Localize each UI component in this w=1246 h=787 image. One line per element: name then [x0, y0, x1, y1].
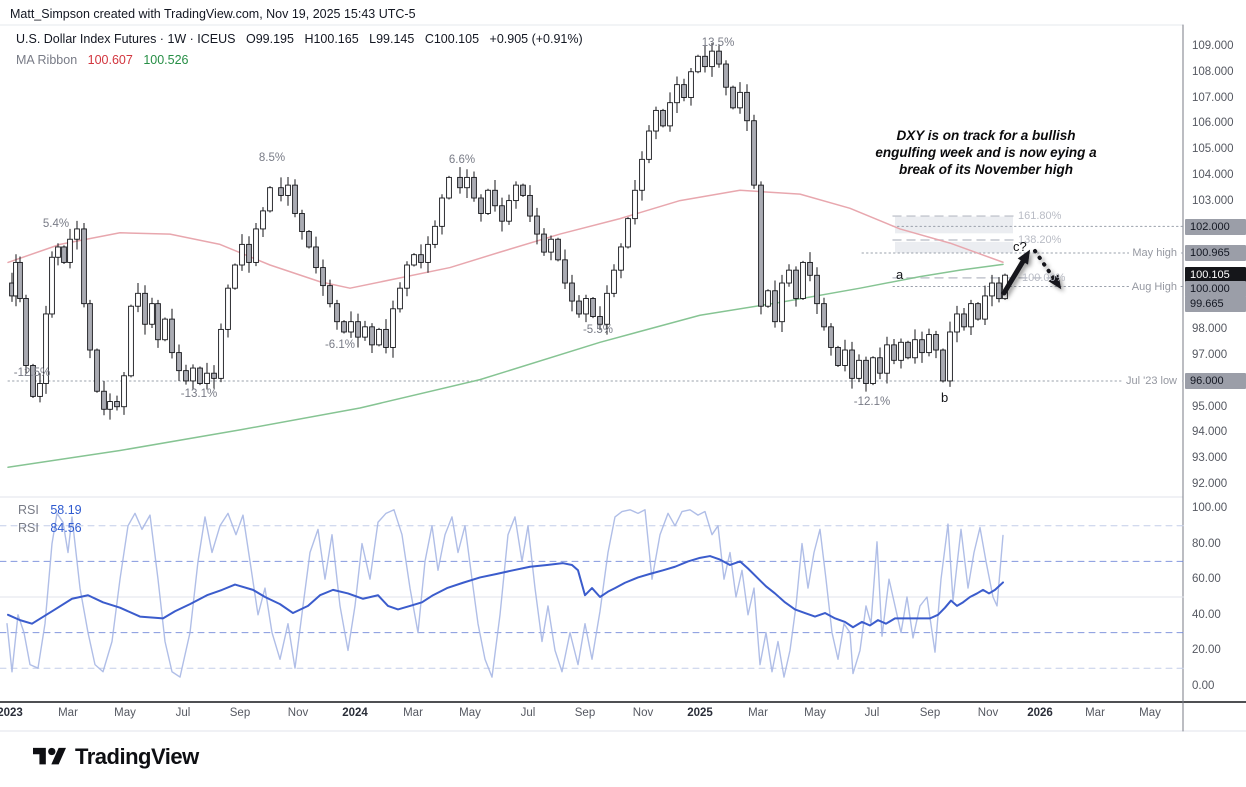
- rsi-value-1: 58.19: [50, 503, 82, 517]
- price-tick: 95.000: [1192, 400, 1228, 413]
- swing-pct-label: 8.5%: [258, 152, 286, 164]
- rsi-tick: 0.00: [1192, 680, 1215, 692]
- price-tick: 109.000: [1192, 40, 1234, 52]
- price-level-badge: 102.000: [1185, 219, 1246, 235]
- time-axis-label: 2026: [1027, 707, 1053, 719]
- price-tick: 106.000: [1192, 117, 1234, 130]
- ma-ribbon-slow-value: 100.526: [143, 53, 189, 67]
- time-axis-label: May: [1139, 707, 1161, 719]
- rsi-header-1: RSI 58.19: [18, 503, 82, 517]
- price-tick: 103.000: [1192, 194, 1234, 207]
- watermark: Matt_Simpson created with TradingView.co…: [10, 7, 416, 21]
- fib-label: 100.00%: [1022, 271, 1066, 284]
- annotation-line: engulfing week and is now eying a: [875, 145, 1097, 160]
- time-axis-label: May: [459, 707, 481, 719]
- rsi-label-2: RSI: [18, 521, 39, 535]
- swing-pct-label: -12.5%: [13, 367, 51, 379]
- tradingview-logo-text: TradingView: [75, 744, 199, 769]
- price-level-badge: 96.000: [1185, 373, 1246, 389]
- wave-label: a: [896, 267, 904, 282]
- rsi-label-1: RSI: [18, 503, 39, 517]
- price-level-badge: 100.965: [1185, 245, 1246, 261]
- price-tick: 93.000: [1192, 452, 1228, 465]
- time-axis-label: May: [804, 707, 826, 719]
- time-axis-label: Jul: [864, 707, 880, 719]
- time-axis-label: Mar: [1085, 707, 1105, 719]
- time-axis-label: Mar: [403, 707, 423, 719]
- tradingview-logo[interactable]: TradingView: [33, 744, 199, 770]
- ohlc-open: O99.195: [246, 32, 294, 46]
- wave-label: b: [941, 390, 949, 405]
- last-price-badge: 100.105: [1185, 267, 1246, 283]
- swing-pct-label: 13.5%: [701, 37, 735, 49]
- rsi-value-2: 84.56: [50, 521, 82, 535]
- price-tick: 105.000: [1192, 143, 1234, 156]
- price-tick: 108.000: [1192, 65, 1234, 78]
- rsi-pane[interactable]: [0, 497, 1183, 702]
- price-tick: 98.000: [1192, 323, 1228, 336]
- price-tick: 92.000: [1192, 478, 1228, 490]
- price-tick: 94.000: [1192, 426, 1228, 439]
- time-axis-label: Jul: [520, 707, 536, 719]
- ohlc-high: H100.165: [304, 32, 359, 46]
- time-axis-label: May: [114, 707, 136, 719]
- price-tick: 107.000: [1192, 91, 1234, 104]
- swing-pct-label: -5.5%: [582, 324, 614, 336]
- annotation-line: break of its November high: [898, 162, 1074, 177]
- price-tick: 104.000: [1192, 168, 1234, 181]
- symbol-title: U.S. Dollar Index Futures · 1W · ICEUS: [16, 32, 236, 46]
- level-label: Jul '23 low: [1122, 374, 1180, 387]
- rsi-tick: 100.00: [1192, 502, 1228, 514]
- ma-ribbon-header: MA Ribbon 100.607 100.526: [16, 53, 189, 67]
- tradingview-logo-icon: [33, 747, 66, 765]
- time-axis-label: Nov: [632, 707, 654, 719]
- ohlc-change: +0.905 (+0.91%): [489, 32, 583, 46]
- level-label: Aug High: [1128, 280, 1180, 293]
- price-level-badge: 99.665: [1185, 296, 1246, 312]
- time-axis-label: Jul: [175, 707, 191, 719]
- swing-pct-label: -13.1%: [180, 388, 218, 400]
- time-axis-label: Sep: [919, 707, 941, 719]
- swing-pct-label: 5.4%: [42, 218, 70, 230]
- analyst-annotation: DXY is on track for a bullish engulfing w…: [872, 127, 1100, 178]
- time-axis-label: 2025: [687, 707, 713, 719]
- main-price-pane[interactable]: [0, 25, 1183, 497]
- level-label: May high: [1129, 247, 1180, 260]
- swing-pct-label: 6.6%: [448, 154, 476, 166]
- rsi-tick: 80.00: [1192, 537, 1221, 550]
- time-axis-label: Nov: [287, 707, 309, 719]
- rsi-header-2: RSI 84.56: [18, 521, 82, 535]
- ma-ribbon-fast-value: 100.607: [87, 53, 133, 67]
- swing-pct-label: -12.1%: [853, 396, 891, 408]
- price-level-badge: 100.000: [1185, 281, 1246, 297]
- rsi-tick: 40.00: [1192, 608, 1221, 621]
- time-axis-label: 2023: [0, 707, 23, 719]
- wave-label: c?: [1013, 239, 1027, 254]
- time-axis-label: Mar: [58, 707, 78, 719]
- time-axis-label: Sep: [574, 707, 596, 719]
- annotation-line: DXY is on track for a bullish: [896, 128, 1076, 143]
- time-axis-label: Nov: [977, 707, 999, 719]
- time-axis-label: 2024: [342, 707, 368, 719]
- price-tick: 97.000: [1192, 349, 1228, 362]
- time-axis-label: Sep: [229, 707, 251, 719]
- symbol-header: U.S. Dollar Index Futures · 1W · ICEUS O…: [16, 32, 590, 46]
- ma-ribbon-label: MA Ribbon: [16, 53, 78, 67]
- ohlc-close: C100.105: [424, 32, 480, 46]
- time-axis-label: Mar: [748, 707, 768, 719]
- ohlc-low: L99.145: [369, 32, 415, 46]
- rsi-tick: 60.00: [1192, 573, 1221, 586]
- swing-pct-label: -6.1%: [324, 339, 356, 351]
- rsi-tick: 20.00: [1192, 644, 1221, 657]
- fib-label: 138.20%: [1018, 234, 1062, 246]
- fib-label: 161.80%: [1018, 210, 1062, 223]
